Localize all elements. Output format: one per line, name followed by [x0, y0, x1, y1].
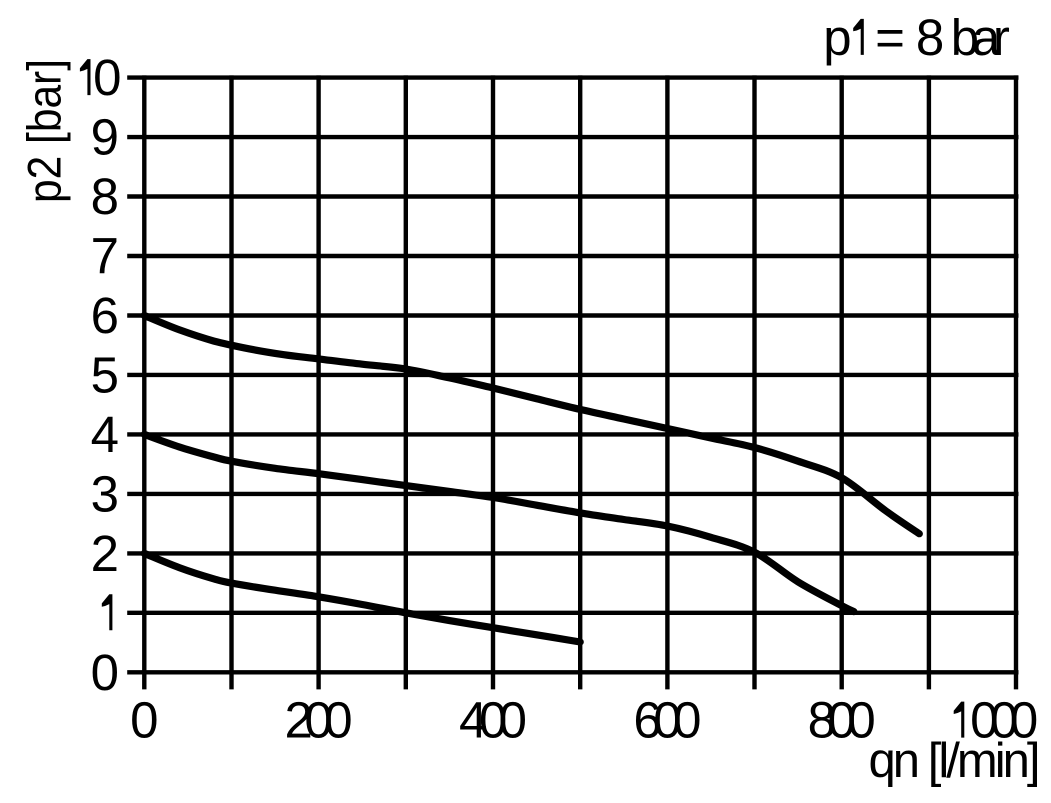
svg-text:400: 400	[459, 692, 527, 749]
svg-text:bar: bar	[951, 9, 1010, 66]
svg-text:p: p	[823, 9, 851, 66]
svg-text:2: 2	[91, 525, 119, 582]
svg-text:8: 8	[91, 168, 119, 225]
svg-text:3: 3	[91, 465, 119, 522]
svg-text:qn [l/min]: qn [l/min]	[869, 734, 1041, 788]
svg-text:600: 600	[633, 692, 701, 749]
svg-text:4: 4	[91, 406, 119, 463]
svg-text:0: 0	[91, 644, 119, 701]
svg-text:6: 6	[91, 287, 119, 344]
svg-text:0: 0	[93, 49, 121, 106]
svg-text:7: 7	[91, 228, 119, 285]
svg-text:9: 9	[91, 109, 119, 166]
svg-text:200: 200	[285, 692, 353, 749]
svg-text:p2 [bar]: p2 [bar]	[18, 59, 71, 203]
svg-text:5: 5	[91, 346, 119, 403]
svg-text:0: 0	[130, 692, 158, 749]
svg-text:000: 000	[970, 692, 1038, 749]
svg-text:8: 8	[916, 9, 944, 66]
svg-text:=: =	[875, 9, 905, 66]
svg-text:800: 800	[808, 692, 876, 749]
